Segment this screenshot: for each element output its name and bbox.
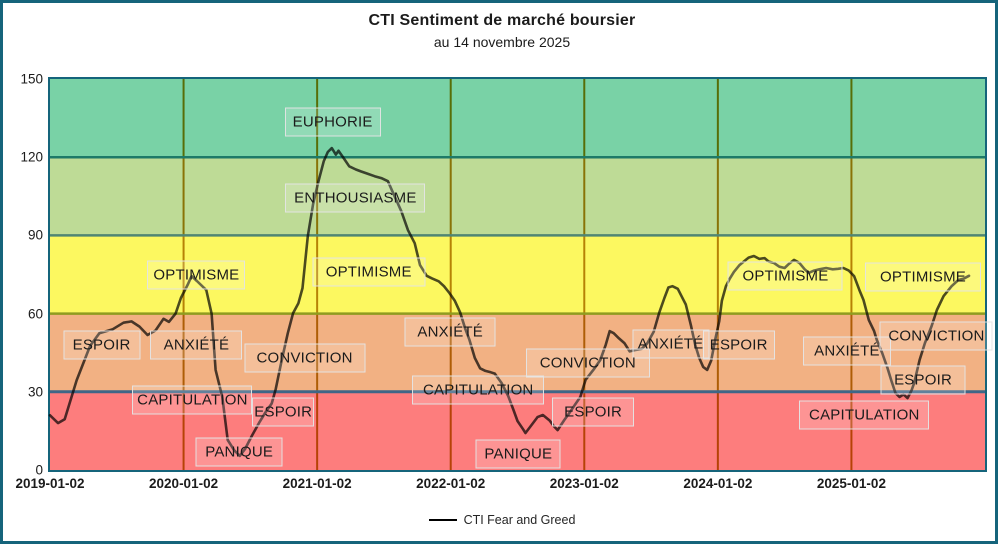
chart-canvas — [48, 78, 985, 470]
chart-title: CTI Sentiment de marché boursier — [368, 12, 636, 29]
annotation-espoir: ESPOIR — [702, 330, 775, 360]
series-line — [48, 146, 970, 457]
sentiment-band — [49, 313, 985, 392]
x-tick-label: 2021-01-02 — [282, 476, 352, 491]
legend: CTI Fear and Greed — [3, 513, 998, 527]
y-tick-label: 150 — [20, 71, 43, 87]
x-tick-label: 2023-01-02 — [549, 476, 619, 491]
x-tick-label: 2022-01-02 — [416, 476, 486, 491]
annotation-optimisme: OPTIMISME — [312, 257, 426, 287]
legend-line-swatch — [428, 519, 457, 521]
annotation-espoir: ESPOIR — [252, 397, 315, 427]
chart-header: CTI Sentiment de marché boursier au 14 n… — [3, 12, 998, 50]
x-tick-label: 2024-01-02 — [683, 476, 753, 491]
sentiment-band — [49, 78, 985, 157]
annotation-capitulation: CAPITULATION — [132, 385, 253, 415]
annotation-anxiete: ANXIÉTÉ — [632, 329, 710, 359]
annotation-conviction: CONVICTION — [525, 348, 650, 378]
annotation-espoir: ESPOIR — [880, 365, 966, 395]
annotation-optimisme: OPTIMISME — [865, 262, 982, 292]
annotation-conviction: CONVICTION — [244, 343, 366, 373]
y-tick-label: 60 — [27, 306, 43, 322]
annotation-anxiete: ANXIÉTÉ — [150, 330, 243, 360]
annotation-anxiete: ANXIÉTÉ — [404, 317, 496, 347]
annotation-enthousiasme: ENTHOUSIASME — [285, 183, 426, 213]
sentiment-band — [49, 234, 985, 314]
annotation-espoir: ESPOIR — [552, 397, 635, 427]
annotation-optimisme: OPTIMISME — [147, 260, 246, 290]
legend-label: CTI Fear and Greed — [463, 513, 576, 527]
annotation-euphorie: EUPHORIE — [284, 107, 381, 136]
y-tick-label: 120 — [20, 149, 43, 165]
sentiment-band — [49, 156, 985, 235]
y-tick-label: 90 — [27, 227, 43, 243]
chart-subtitle: au 14 novembre 2025 — [433, 34, 571, 50]
x-tick-label: 2020-01-02 — [149, 476, 219, 491]
annotation-espoir: ESPOIR — [63, 330, 141, 360]
annotation-capitulation: CAPITULATION — [799, 400, 930, 430]
annotation-panique: PANIQUE — [475, 439, 561, 469]
plot-area: EUPHORIE ENTHOUSIASME OPTIMISME OPTIMISME OP… — [47, 76, 993, 472]
annotation-anxiete: ANXIÉTÉ — [802, 336, 891, 366]
annotation-panique: PANIQUE — [195, 437, 283, 466]
annotation-capitulation: CAPITULATION — [412, 375, 545, 405]
x-tick-label: 2019-01-02 — [15, 476, 85, 491]
x-tick-label: 2025-01-02 — [816, 476, 886, 491]
y-tick-label: 0 — [35, 462, 43, 478]
annotation-conviction: CONVICTION — [879, 321, 993, 351]
annotation-optimisme: OPTIMISME — [727, 261, 843, 291]
y-tick-label: 30 — [27, 384, 43, 400]
